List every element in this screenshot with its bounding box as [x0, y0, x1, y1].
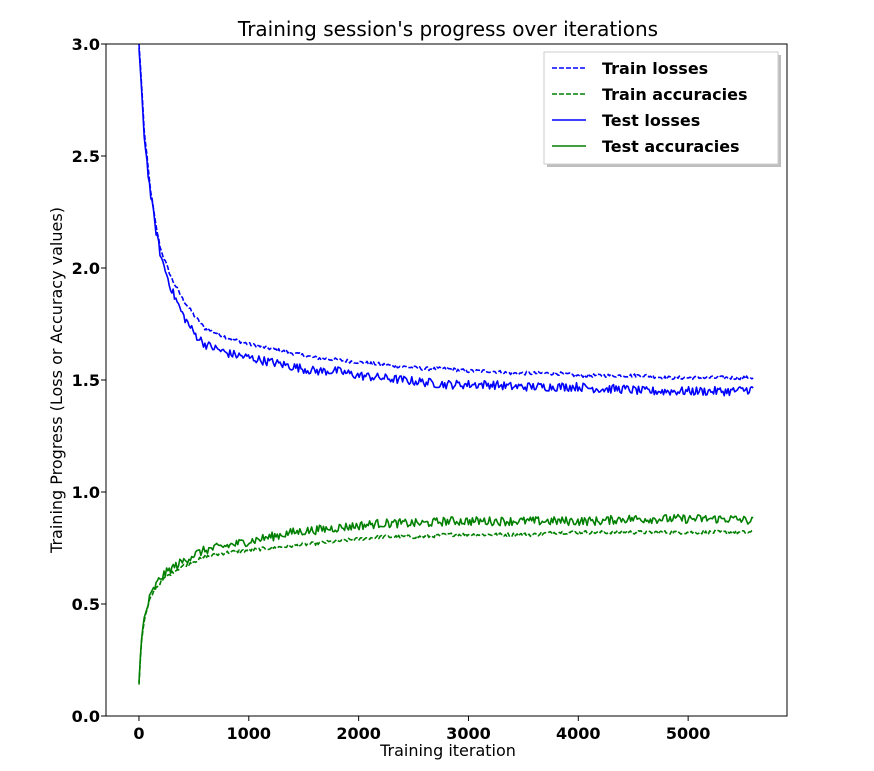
y-tick-label: 1.0	[72, 483, 100, 502]
series-line-4	[138, 513, 754, 683]
legend-label: Train accuracies	[602, 85, 747, 104]
plot-area	[138, 44, 754, 685]
series-line-3	[138, 48, 754, 397]
x-tick-label: 4000	[556, 724, 601, 743]
x-tick-label: 1000	[227, 724, 272, 743]
y-tick-label: 2.0	[72, 259, 100, 278]
y-tick-label: 1.5	[72, 371, 100, 390]
y-tick-label: 3.0	[72, 35, 100, 54]
legend-label: Train losses	[602, 59, 708, 78]
x-tick-label: 3000	[446, 724, 491, 743]
x-axis-ticks: 0 1000 2000 3000 4000 5000	[133, 716, 710, 743]
legend-label: Test accuracies	[602, 137, 740, 156]
legend: Train losses Train accuracies Test losses T…	[543, 51, 781, 167]
y-tick-label: 2.5	[72, 147, 100, 166]
y-axis-label: Training Progress (Loss or Accuracy valu…	[47, 207, 66, 554]
x-tick-label: 2000	[336, 724, 381, 743]
series-line-1	[138, 44, 754, 381]
x-axis-label: Training iteration	[379, 741, 516, 760]
x-tick-label: 5000	[666, 724, 711, 743]
y-tick-label: 0.5	[72, 595, 100, 614]
x-tick-label: 0	[133, 724, 144, 743]
series-line-2	[138, 529, 754, 685]
chart-title: Training session's progress over iterati…	[237, 17, 658, 41]
legend-label: Test losses	[602, 111, 700, 130]
y-tick-label: 0.0	[72, 707, 100, 726]
y-axis-ticks: 0.0 0.5 1.0 1.5 2.0 2.5 3.0	[72, 35, 106, 726]
